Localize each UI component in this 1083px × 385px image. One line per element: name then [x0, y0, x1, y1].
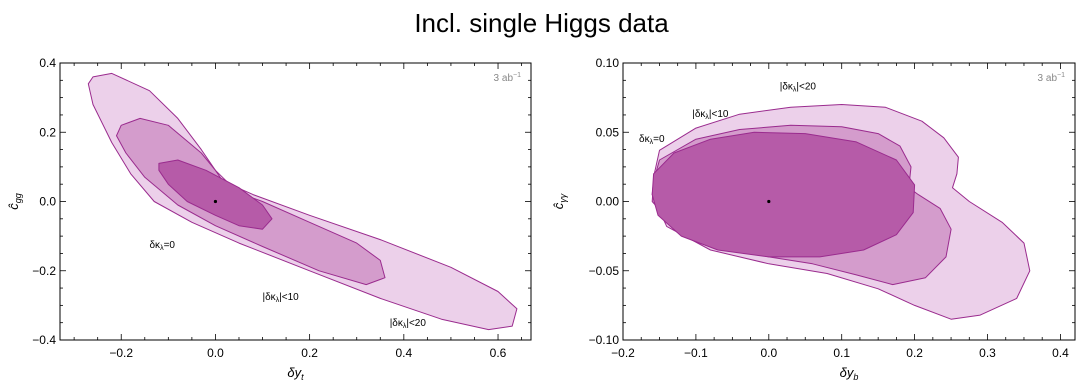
- luminosity-label: 3 ab−1: [494, 72, 522, 84]
- y-tick-label: 0.00: [596, 195, 620, 209]
- y-tick-label: −0.10: [589, 333, 620, 347]
- region-0: [87, 72, 518, 331]
- region-label: |δκλ|<10: [692, 109, 729, 121]
- x-tick-label: 0.0: [760, 346, 777, 360]
- region-label: δκλ=0: [639, 134, 665, 146]
- x-tick-label: −0.1: [684, 346, 708, 360]
- region-label: δκλ=0: [149, 240, 175, 252]
- y-tick-label: 0.10: [596, 56, 620, 70]
- x-tick-label: −0.2: [109, 346, 133, 360]
- x-tick-label: 0.2: [301, 346, 318, 360]
- figure-title: Incl. single Higgs data: [414, 8, 669, 38]
- y-tick-label: 0.0: [39, 195, 56, 209]
- x-tick-label: 0.2: [906, 346, 923, 360]
- chart-right: −0.2 −0.1 0.0 0.1 0.2 0.3 0.4 0.10 0.05 0.00 −0.05…: [551, 56, 1076, 382]
- y-tick-label: −0.4: [32, 333, 56, 347]
- region-label: |δκλ|<20: [390, 318, 427, 330]
- y-tick-label: 0.2: [39, 125, 56, 139]
- region-label: |δκλ|<10: [263, 292, 300, 304]
- y-tick-label: −0.05: [589, 264, 620, 278]
- y-axis-label: ĉgg: [6, 193, 23, 210]
- x-tick-label: 0.6: [490, 346, 507, 360]
- x-tick-label: 0.0: [207, 346, 224, 360]
- x-tick-label: −0.2: [611, 346, 635, 360]
- y-tick-label: 0.4: [39, 56, 56, 70]
- y-tick-label: 0.05: [596, 125, 620, 139]
- x-tick-label: 0.4: [395, 346, 412, 360]
- region-2: [158, 159, 273, 230]
- y-tick-label: −0.2: [32, 264, 56, 278]
- region-2: [651, 131, 916, 258]
- best-fit-point: [767, 199, 771, 204]
- x-axis-label: δyb: [840, 365, 859, 382]
- x-tick-label: 0.3: [979, 346, 996, 360]
- chart-left: −0.2 0.0 0.2 0.4 0.6 0.4 0.2 0.0 −0.2 −0.4 δyt ĉgg 3…: [6, 56, 532, 382]
- x-axis-label: δyt: [287, 365, 304, 382]
- y-axis-label: ĉγγ: [551, 193, 568, 209]
- best-fit-point: [213, 199, 218, 204]
- x-tick-label: 0.1: [833, 346, 850, 360]
- x-tick-label: 0.4: [1052, 346, 1069, 360]
- luminosity-label: 3 ab−1: [1038, 72, 1066, 84]
- region-label: |δκλ|<20: [780, 81, 817, 93]
